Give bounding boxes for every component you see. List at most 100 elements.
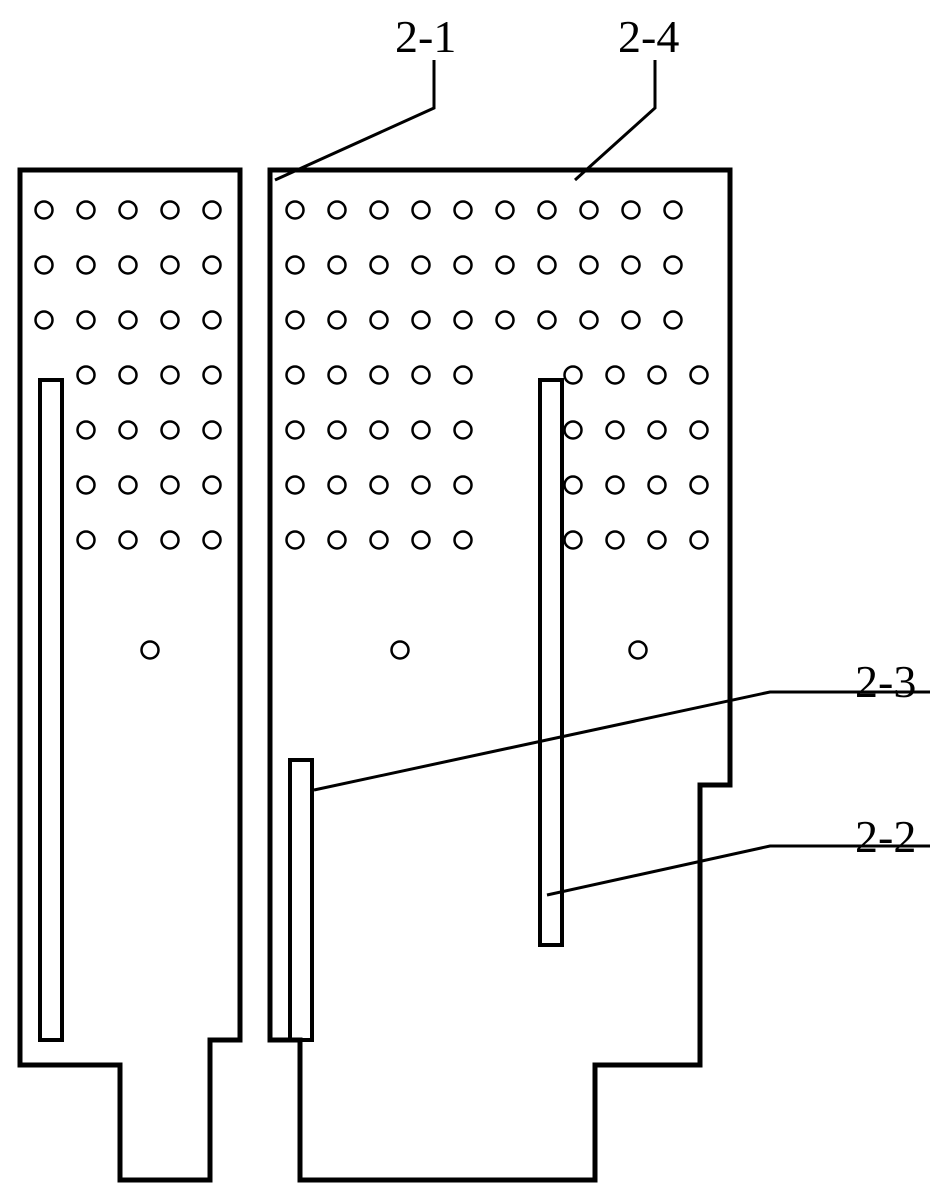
hole	[581, 202, 598, 219]
label-2-4: 2-4	[618, 10, 679, 63]
hole	[649, 532, 666, 549]
hole	[371, 477, 388, 494]
hole	[204, 532, 221, 549]
hole	[649, 367, 666, 384]
leader-l21	[275, 60, 434, 180]
hole	[329, 202, 346, 219]
hole	[607, 477, 624, 494]
hole	[413, 312, 430, 329]
hole	[329, 312, 346, 329]
hole	[371, 257, 388, 274]
hole	[120, 532, 137, 549]
hole	[287, 422, 304, 439]
hole	[287, 477, 304, 494]
right-slot-a	[290, 760, 312, 1040]
hole	[497, 312, 514, 329]
hole	[497, 257, 514, 274]
hole	[607, 422, 624, 439]
hole	[162, 532, 179, 549]
hole	[691, 422, 708, 439]
hole	[78, 312, 95, 329]
hole	[120, 312, 137, 329]
hole	[371, 532, 388, 549]
hole	[392, 642, 409, 659]
hole	[691, 367, 708, 384]
hole	[329, 257, 346, 274]
hole	[162, 422, 179, 439]
hole	[413, 532, 430, 549]
leader-l24	[575, 60, 655, 180]
hole	[78, 477, 95, 494]
hole	[162, 477, 179, 494]
hole	[691, 532, 708, 549]
hole	[581, 257, 598, 274]
hole	[162, 367, 179, 384]
hole	[371, 367, 388, 384]
hole	[287, 312, 304, 329]
hole	[607, 367, 624, 384]
hole	[649, 477, 666, 494]
hole	[36, 312, 53, 329]
hole	[36, 202, 53, 219]
hole	[497, 202, 514, 219]
hole	[565, 367, 582, 384]
hole	[665, 202, 682, 219]
hole	[329, 367, 346, 384]
diagram-svg	[0, 0, 945, 1197]
leader-l23	[314, 692, 930, 790]
hole	[649, 422, 666, 439]
hole	[665, 312, 682, 329]
hole	[413, 202, 430, 219]
hole	[455, 422, 472, 439]
hole	[329, 422, 346, 439]
hole	[371, 202, 388, 219]
hole	[413, 477, 430, 494]
hole	[413, 367, 430, 384]
left-slot	[40, 380, 62, 1040]
hole	[287, 202, 304, 219]
hole	[142, 642, 159, 659]
hole	[204, 477, 221, 494]
hole	[78, 422, 95, 439]
hole	[162, 312, 179, 329]
hole	[162, 257, 179, 274]
hole	[78, 257, 95, 274]
hole	[539, 312, 556, 329]
hole	[455, 477, 472, 494]
right-slot-b	[540, 380, 562, 945]
hole	[204, 312, 221, 329]
hole	[455, 532, 472, 549]
label-2-3: 2-3	[855, 655, 916, 708]
hole	[329, 532, 346, 549]
hole	[623, 202, 640, 219]
hole	[120, 202, 137, 219]
hole	[623, 312, 640, 329]
hole	[455, 312, 472, 329]
hole	[455, 257, 472, 274]
hole	[413, 422, 430, 439]
hole	[120, 257, 137, 274]
hole	[623, 257, 640, 274]
right-outline	[270, 170, 730, 1180]
hole	[287, 367, 304, 384]
hole	[329, 477, 346, 494]
hole	[287, 532, 304, 549]
hole	[287, 257, 304, 274]
hole	[78, 532, 95, 549]
hole	[120, 367, 137, 384]
hole	[78, 367, 95, 384]
hole	[204, 422, 221, 439]
hole	[120, 477, 137, 494]
hole	[204, 257, 221, 274]
hole	[630, 642, 647, 659]
hole	[691, 477, 708, 494]
hole	[455, 367, 472, 384]
hole	[539, 257, 556, 274]
hole	[539, 202, 556, 219]
hole	[665, 257, 682, 274]
hole	[204, 202, 221, 219]
hole	[162, 202, 179, 219]
hole	[36, 257, 53, 274]
hole	[607, 532, 624, 549]
hole	[565, 532, 582, 549]
